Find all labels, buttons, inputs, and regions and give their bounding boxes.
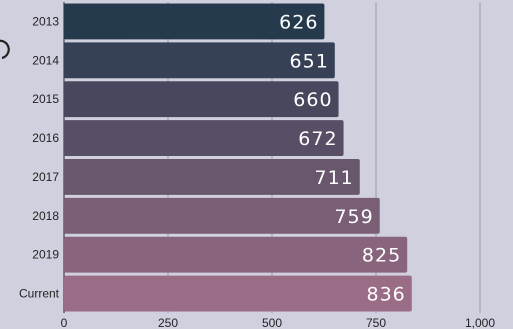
bar xyxy=(64,275,412,312)
x-tick-label: 500 xyxy=(262,316,282,329)
category-label: Current xyxy=(19,287,60,301)
partial-ring-icon xyxy=(0,39,10,60)
bar-value-label: 626 xyxy=(279,11,318,33)
bar xyxy=(64,197,380,234)
bar-value-label: 672 xyxy=(298,128,337,150)
x-axis-ticks: 0 250 500 750 1,000 xyxy=(61,316,496,329)
bar-value-label: 759 xyxy=(334,206,373,228)
category-label: 2015 xyxy=(32,92,59,106)
x-tick-label: 750 xyxy=(366,316,386,329)
bar xyxy=(64,236,408,273)
bar xyxy=(64,120,344,156)
bar xyxy=(64,42,335,79)
category-labels: 2013 2014 2015 2016 2017 2018 2019 Current xyxy=(19,14,60,300)
x-tick-label: 1,000 xyxy=(465,316,495,329)
bar-value-label: 651 xyxy=(290,50,329,72)
bar xyxy=(64,81,339,118)
category-label: 2014 xyxy=(32,53,59,67)
bar xyxy=(64,159,360,195)
x-tick-label: 250 xyxy=(158,316,178,329)
category-label: 2018 xyxy=(32,209,59,223)
category-label: 2019 xyxy=(32,248,59,262)
category-label: 2016 xyxy=(32,131,59,145)
bar-value-label: 825 xyxy=(362,245,401,267)
bars: 626 651 660 672 711 759 825 836 xyxy=(64,3,412,312)
bar xyxy=(64,3,325,40)
bar-value-label: 836 xyxy=(367,284,406,306)
bar-value-label: 660 xyxy=(293,89,332,111)
bar-value-label: 711 xyxy=(315,167,354,189)
x-tick-label: 0 xyxy=(61,316,68,329)
category-label: 2013 xyxy=(32,14,59,28)
category-label: 2017 xyxy=(32,170,59,184)
